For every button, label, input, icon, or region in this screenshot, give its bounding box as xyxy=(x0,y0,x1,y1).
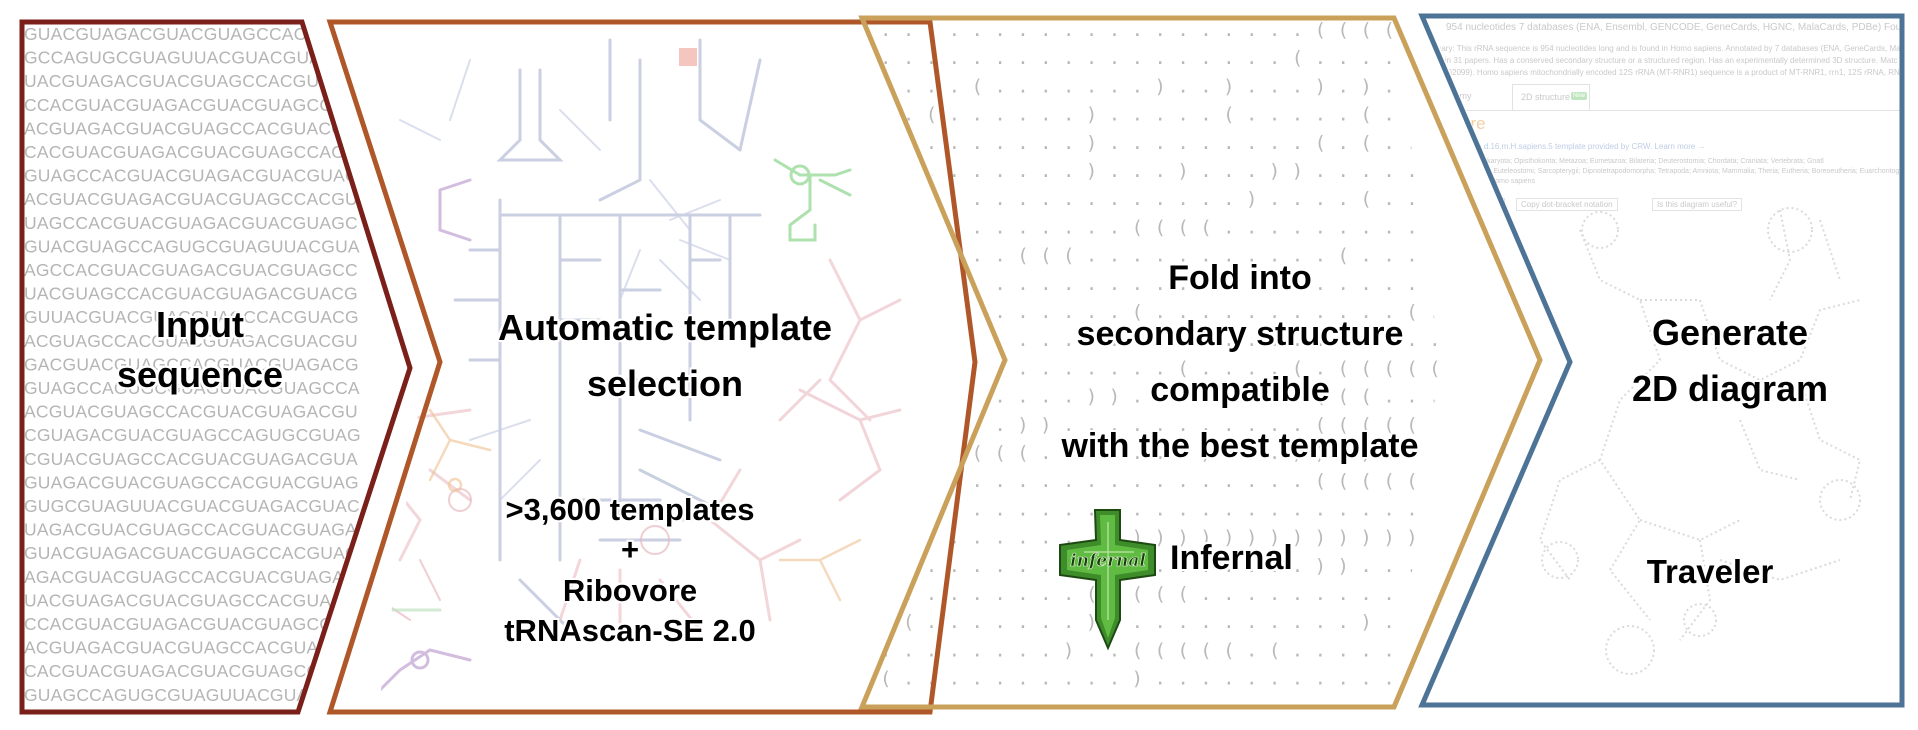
step-2-label-line: selection xyxy=(586,362,744,404)
template-count: >3,600 templates xyxy=(505,492,755,527)
step-2-label-line: Automatic template xyxy=(497,307,833,348)
sequence-row: CACGUACGUAGACGUACGUAGCCACG xyxy=(24,142,358,162)
template-line: ed using the d.16.m.H.sapiens.5 template… xyxy=(1438,142,1706,151)
tab-2d-structure[interactable]: 2D structure New xyxy=(1512,84,1590,110)
dot-bracket-row: . . . . . . ) ) . . . . . . . . . . . ( … xyxy=(880,414,1601,436)
sequence-row: GUAGCCAGUGCGUAGUUACGUAGCCA xyxy=(24,378,360,398)
step-1-label: Input sequence xyxy=(90,300,310,401)
step-1-label-line: Input xyxy=(156,304,244,345)
sequence-row: AGACGUACGUAGCCACGUACGUAGAC xyxy=(24,567,357,587)
dot-bracket-row: . . . . . . . . . . . . . . . . . . ( . … xyxy=(880,47,1646,69)
dot-bracket-row: . . . . . . . . . . ) ) ) ) ) ) ) ) ) ) … xyxy=(880,527,1715,549)
website-summary-line: mmary: This rRNA sequence is 954 nucleot… xyxy=(1428,44,1902,53)
step-1-label-line: sequence xyxy=(116,354,284,396)
step-3-border xyxy=(858,15,1543,710)
sequence-row: GUAGCCACGUACGUAGACGUACGUAG xyxy=(24,166,359,186)
step-3-label-line: Fold into xyxy=(1168,259,1312,297)
dot-bracket-row: . . . . . . . . . . . . . ( . . . . ( . … xyxy=(880,357,1646,379)
sequence-row: ACGUAGCCACGUACGUAGACGUACGU xyxy=(24,331,358,351)
tab-2d-structure-label: 2D structure xyxy=(1521,92,1571,102)
dot-bracket-row: . . . . . . . . . ) . . . . . . . . . ( … xyxy=(880,132,1624,154)
dot-bracket-row: . . . . ( . . . . . . . ) . . ) . . . ) … xyxy=(880,75,1646,97)
sequence-row: AGCCACGUACGUAGACGUACGUAGCC xyxy=(24,260,358,280)
sequence-row: UAGACGUACGUAGCCACGUACGUAGA xyxy=(24,520,357,540)
sequence-row: GUACGUAGACGUACGUAGCCACGUAC xyxy=(24,543,358,563)
dot-bracket-row: . . . . . . . . . ( ( ( ( ( . . . . . . … xyxy=(880,583,1715,605)
sequence-row: GACGUACGUAGCCACGUACGUAGACG xyxy=(24,354,359,374)
sequence-row: UACGUAGCCACGUACGUAGACGUACG xyxy=(24,284,358,304)
dot-bracket-row: . . . . . . . . . ) . . . ) . . . ) ) . … xyxy=(880,160,1646,182)
sequence-row: GUAGACGUACGUAGCCACGUACGUAG xyxy=(24,472,359,492)
dot-bracket-row: . . . . . . . . . . . ( ( ( ( . . . . . … xyxy=(880,216,1646,238)
dot-bracket-row: . . . . . . . . . . . . . . . . . . . ( … xyxy=(880,470,1646,492)
step-1-border xyxy=(19,19,413,715)
step-4-border xyxy=(1418,13,1905,708)
step-4-label-line: Generate xyxy=(1651,312,1809,353)
trnascan-label: tRNAscan-SE 2.0 xyxy=(504,612,756,648)
lineage-line: Teleostomi; Euteleostomi; Sarcopterygii;… xyxy=(1456,168,1902,175)
dot-bracket-row: . . . . . . . . . . . . . . . . . . . ( … xyxy=(880,19,1669,41)
sequence-row: ACGUAGACGUACGUAGCCACGUACGU xyxy=(24,638,358,658)
dot-bracket-row: . . . . . . . . ) . . ( ( ( ( ( . ( . . … xyxy=(880,639,1738,661)
website-summary-line: ified in 31 papers. Has a conserved seco… xyxy=(1428,56,1898,65)
dot-bracket-row: . . . . . . . . . . . . . . . . . . . . … xyxy=(880,498,1646,520)
sequence-row: ACGUAGACGUACGUAGCCACGUACGU xyxy=(24,118,358,138)
step-3-label-line: with the best template xyxy=(1061,427,1419,466)
sequence-row: CGUACGUAGCCACGUACGUAGACGUA xyxy=(24,449,358,469)
new-badge: New xyxy=(1571,92,1588,100)
dot-bracket-row: . . . . . . . . . . . . . . . . ) . . . … xyxy=(880,188,1646,210)
step-3-label-line: secondary structure xyxy=(1076,315,1404,354)
step-2-border xyxy=(326,19,978,715)
sequence-row: GUGCGUAGUUACGUACGUAGACGUAC xyxy=(24,496,360,516)
sequence-row: UAGCCACGUACGUAGACGUACGUAGC xyxy=(24,213,358,233)
dot-bracket-row: . ( . . . . . . . ) ) . . . . . . . . . … xyxy=(880,611,1761,633)
dot-bracket-row: . . . . . . . . . . . . . . . . . . . . … xyxy=(880,329,1646,351)
lineage-line: Homo; Eukaryota; Opisthokonta; Metazoa; … xyxy=(1456,158,1824,165)
dot-bracket-row: ( . . . . . . . . . . ) . . . . . . . . … xyxy=(880,668,1692,690)
dot-bracket-row: . . . . . . . . . . . . . . . . . . . ) … xyxy=(880,555,1715,577)
sequence-row: CCACGUACGUAGACGUACGUAGCCAC xyxy=(24,614,357,634)
dot-bracket-row: . . . . . . . . . . . ( . . . . . . . . … xyxy=(880,301,1646,323)
dot-bracket-row: . . ) . . . . . . ) ) . . . . . . . . ( … xyxy=(880,386,1646,408)
sequence-row: CACGUACGUAGACGUACGUAGCCACG xyxy=(24,661,358,681)
traveler-label: Traveler xyxy=(1646,553,1774,590)
dot-bracket-row: . . . . . . . . . . . . . . . . . . . . … xyxy=(880,273,1624,295)
step-3-label: Fold into secondary structure compatible… xyxy=(1020,250,1460,474)
step-4-label-line: 2D diagram xyxy=(1631,367,1829,409)
sequence-row: GCCAGUGCGUAGUUACGUACGUACG xyxy=(24,48,348,68)
sequence-row: UACGUAGACGUACGUAGCCACGUACG xyxy=(24,590,358,610)
sequence-row: GUACGUAGCCAGUGCGUAGUUACGUA xyxy=(24,236,360,256)
step-4-label: Generate 2D diagram xyxy=(1600,305,1860,417)
plus-sign: + xyxy=(620,532,640,568)
feedback-button[interactable]: Is this diagram useful? xyxy=(1652,198,1743,211)
sequence-row: UACGUAGACGUACGUAGCCACGUACG xyxy=(24,71,358,91)
copy-dot-bracket-button[interactable]: Copy dot-bracket notation xyxy=(1516,198,1618,211)
step-2-template-sources: >3,600 templates + Ribovore tRNAscan-SE … xyxy=(455,490,805,651)
dot-bracket-row: . . . ( ( ( ( . . . . . . . ) . . . ) ) … xyxy=(880,442,1624,464)
sequence-row: GUUACGUACGUACGUAGCCACGUACG xyxy=(24,307,359,327)
website-header: 954 nucleotides 7 databases (ENA, Ensemb… xyxy=(1446,22,1902,33)
ribovore-label: Ribovore xyxy=(562,572,698,608)
dot-bracket-row: . . . . . . ( ( ( . . . . . . . . . . . … xyxy=(880,245,1624,267)
sequence-row: GUACGUAGACGUACGUAGCCACGUAC xyxy=(24,24,358,44)
step-2-label: Automatic template selection xyxy=(470,300,860,412)
sequence-row: ACGUACGUAGACGUACGUAGCCACGU xyxy=(24,189,358,209)
sequence-row: GUAGCCAGUGCGUAGUUACGUAGCCA xyxy=(24,685,360,705)
sequence-row: CGUAGACGUACGUAGCCAGUGCGUAG xyxy=(24,425,361,445)
dot-bracket-row: . . ( . . . . . . ) . . . . . ( . . . . … xyxy=(880,104,1624,126)
sequence-row: CCACGUACGUAGACGUACGUAGCCAC xyxy=(24,95,357,115)
website-summary-line: e, RF02099). Homo sapiens mitochondriall… xyxy=(1428,68,1902,77)
sequence-row: ACGUACGUAGCCACGUACGUAGACGU xyxy=(24,402,358,422)
infernal-label: Infernal xyxy=(1170,539,1293,577)
step-3-label-line: compatible xyxy=(1150,371,1330,410)
